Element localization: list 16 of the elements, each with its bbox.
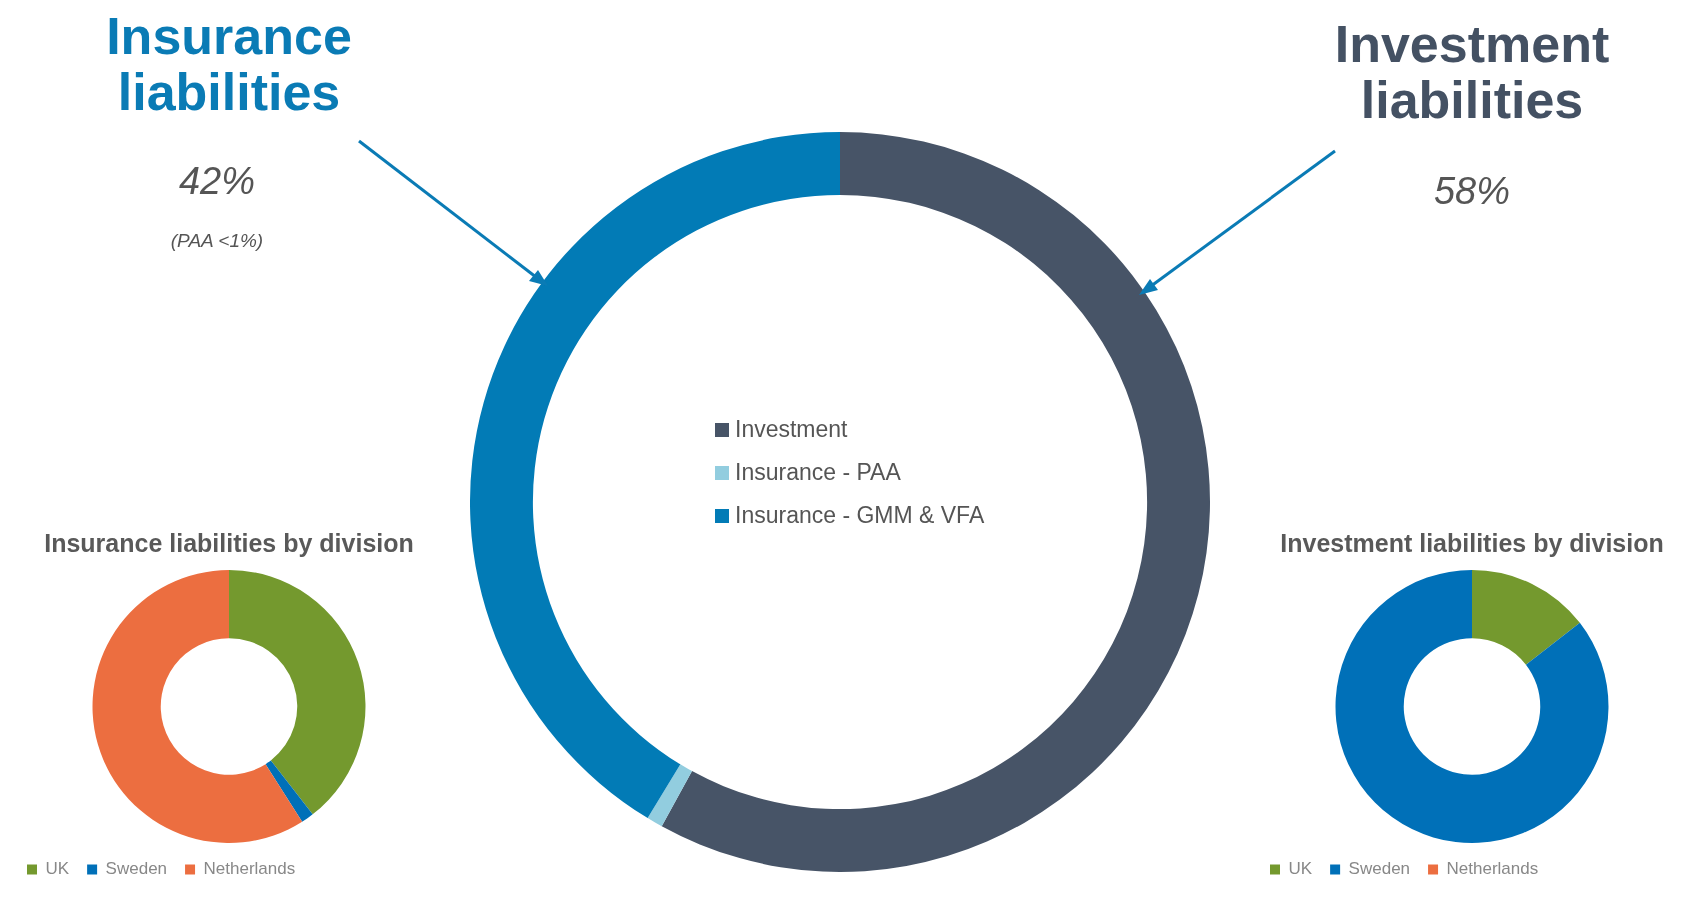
text: 42%: [177, 160, 257, 203]
chart-title: Insurance liabilities by division: [44, 528, 414, 557]
legend-label: Netherlands: [203, 859, 296, 879]
legend-label: UK: [45, 859, 70, 879]
legend-label: Netherlands: [1446, 859, 1539, 879]
text: (PAA <1%): [169, 230, 265, 252]
legend-label: UK: [1288, 859, 1313, 879]
text: Insurance liabilities: [105, 7, 353, 121]
text: Investment liabilities: [1333, 15, 1611, 129]
legend-label: Investment: [735, 416, 848, 443]
legend-label: Insurance - PAA: [735, 459, 901, 486]
text: 58%: [1432, 170, 1512, 213]
chart-title: Investment liabilities by division: [1280, 528, 1664, 557]
legend-label: Sweden: [105, 859, 168, 879]
legend-label: Insurance - GMM & VFA: [735, 502, 985, 529]
legend-label: Sweden: [1348, 859, 1411, 879]
